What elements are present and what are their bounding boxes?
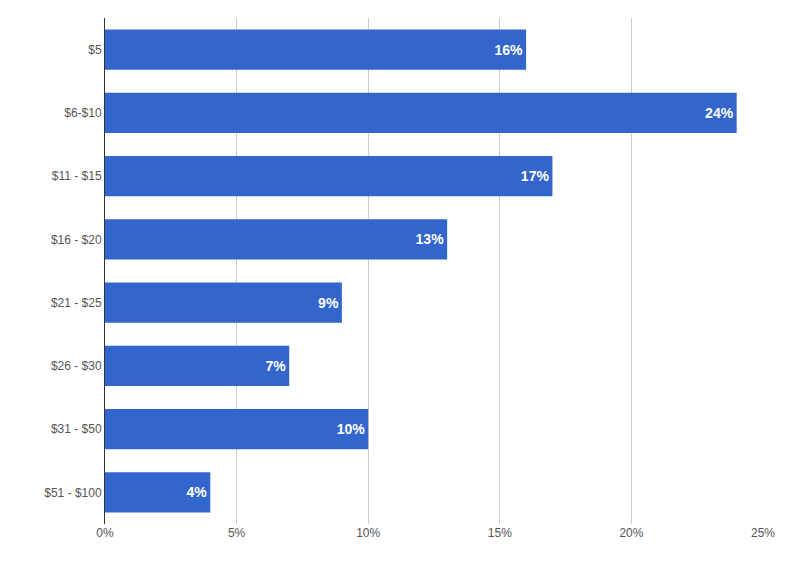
svg-text:10%: 10% (356, 526, 380, 540)
svg-text:25%: 25% (751, 526, 775, 540)
svg-text:9%: 9% (318, 295, 339, 311)
svg-text:$21 - $25: $21 - $25 (51, 296, 102, 310)
svg-text:15%: 15% (488, 526, 512, 540)
svg-text:$16 - $20: $16 - $20 (51, 233, 102, 247)
svg-text:$51 - $100: $51 - $100 (44, 486, 102, 500)
svg-text:16%: 16% (495, 42, 524, 58)
svg-text:$5: $5 (88, 43, 102, 57)
svg-text:$6-$10: $6-$10 (64, 106, 102, 120)
svg-text:17%: 17% (521, 168, 550, 184)
svg-text:20%: 20% (619, 526, 643, 540)
svg-text:$31 - $50: $31 - $50 (51, 422, 102, 436)
svg-text:5%: 5% (228, 526, 246, 540)
svg-text:10%: 10% (337, 421, 366, 437)
svg-text:$11 - $15: $11 - $15 (52, 169, 102, 183)
svg-text:7%: 7% (265, 358, 286, 374)
svg-text:$26 - $30: $26 - $30 (51, 359, 102, 373)
svg-text:0%: 0% (96, 526, 114, 540)
svg-text:4%: 4% (186, 484, 207, 500)
svg-text:13%: 13% (416, 231, 445, 247)
svg-text:24%: 24% (705, 105, 734, 121)
